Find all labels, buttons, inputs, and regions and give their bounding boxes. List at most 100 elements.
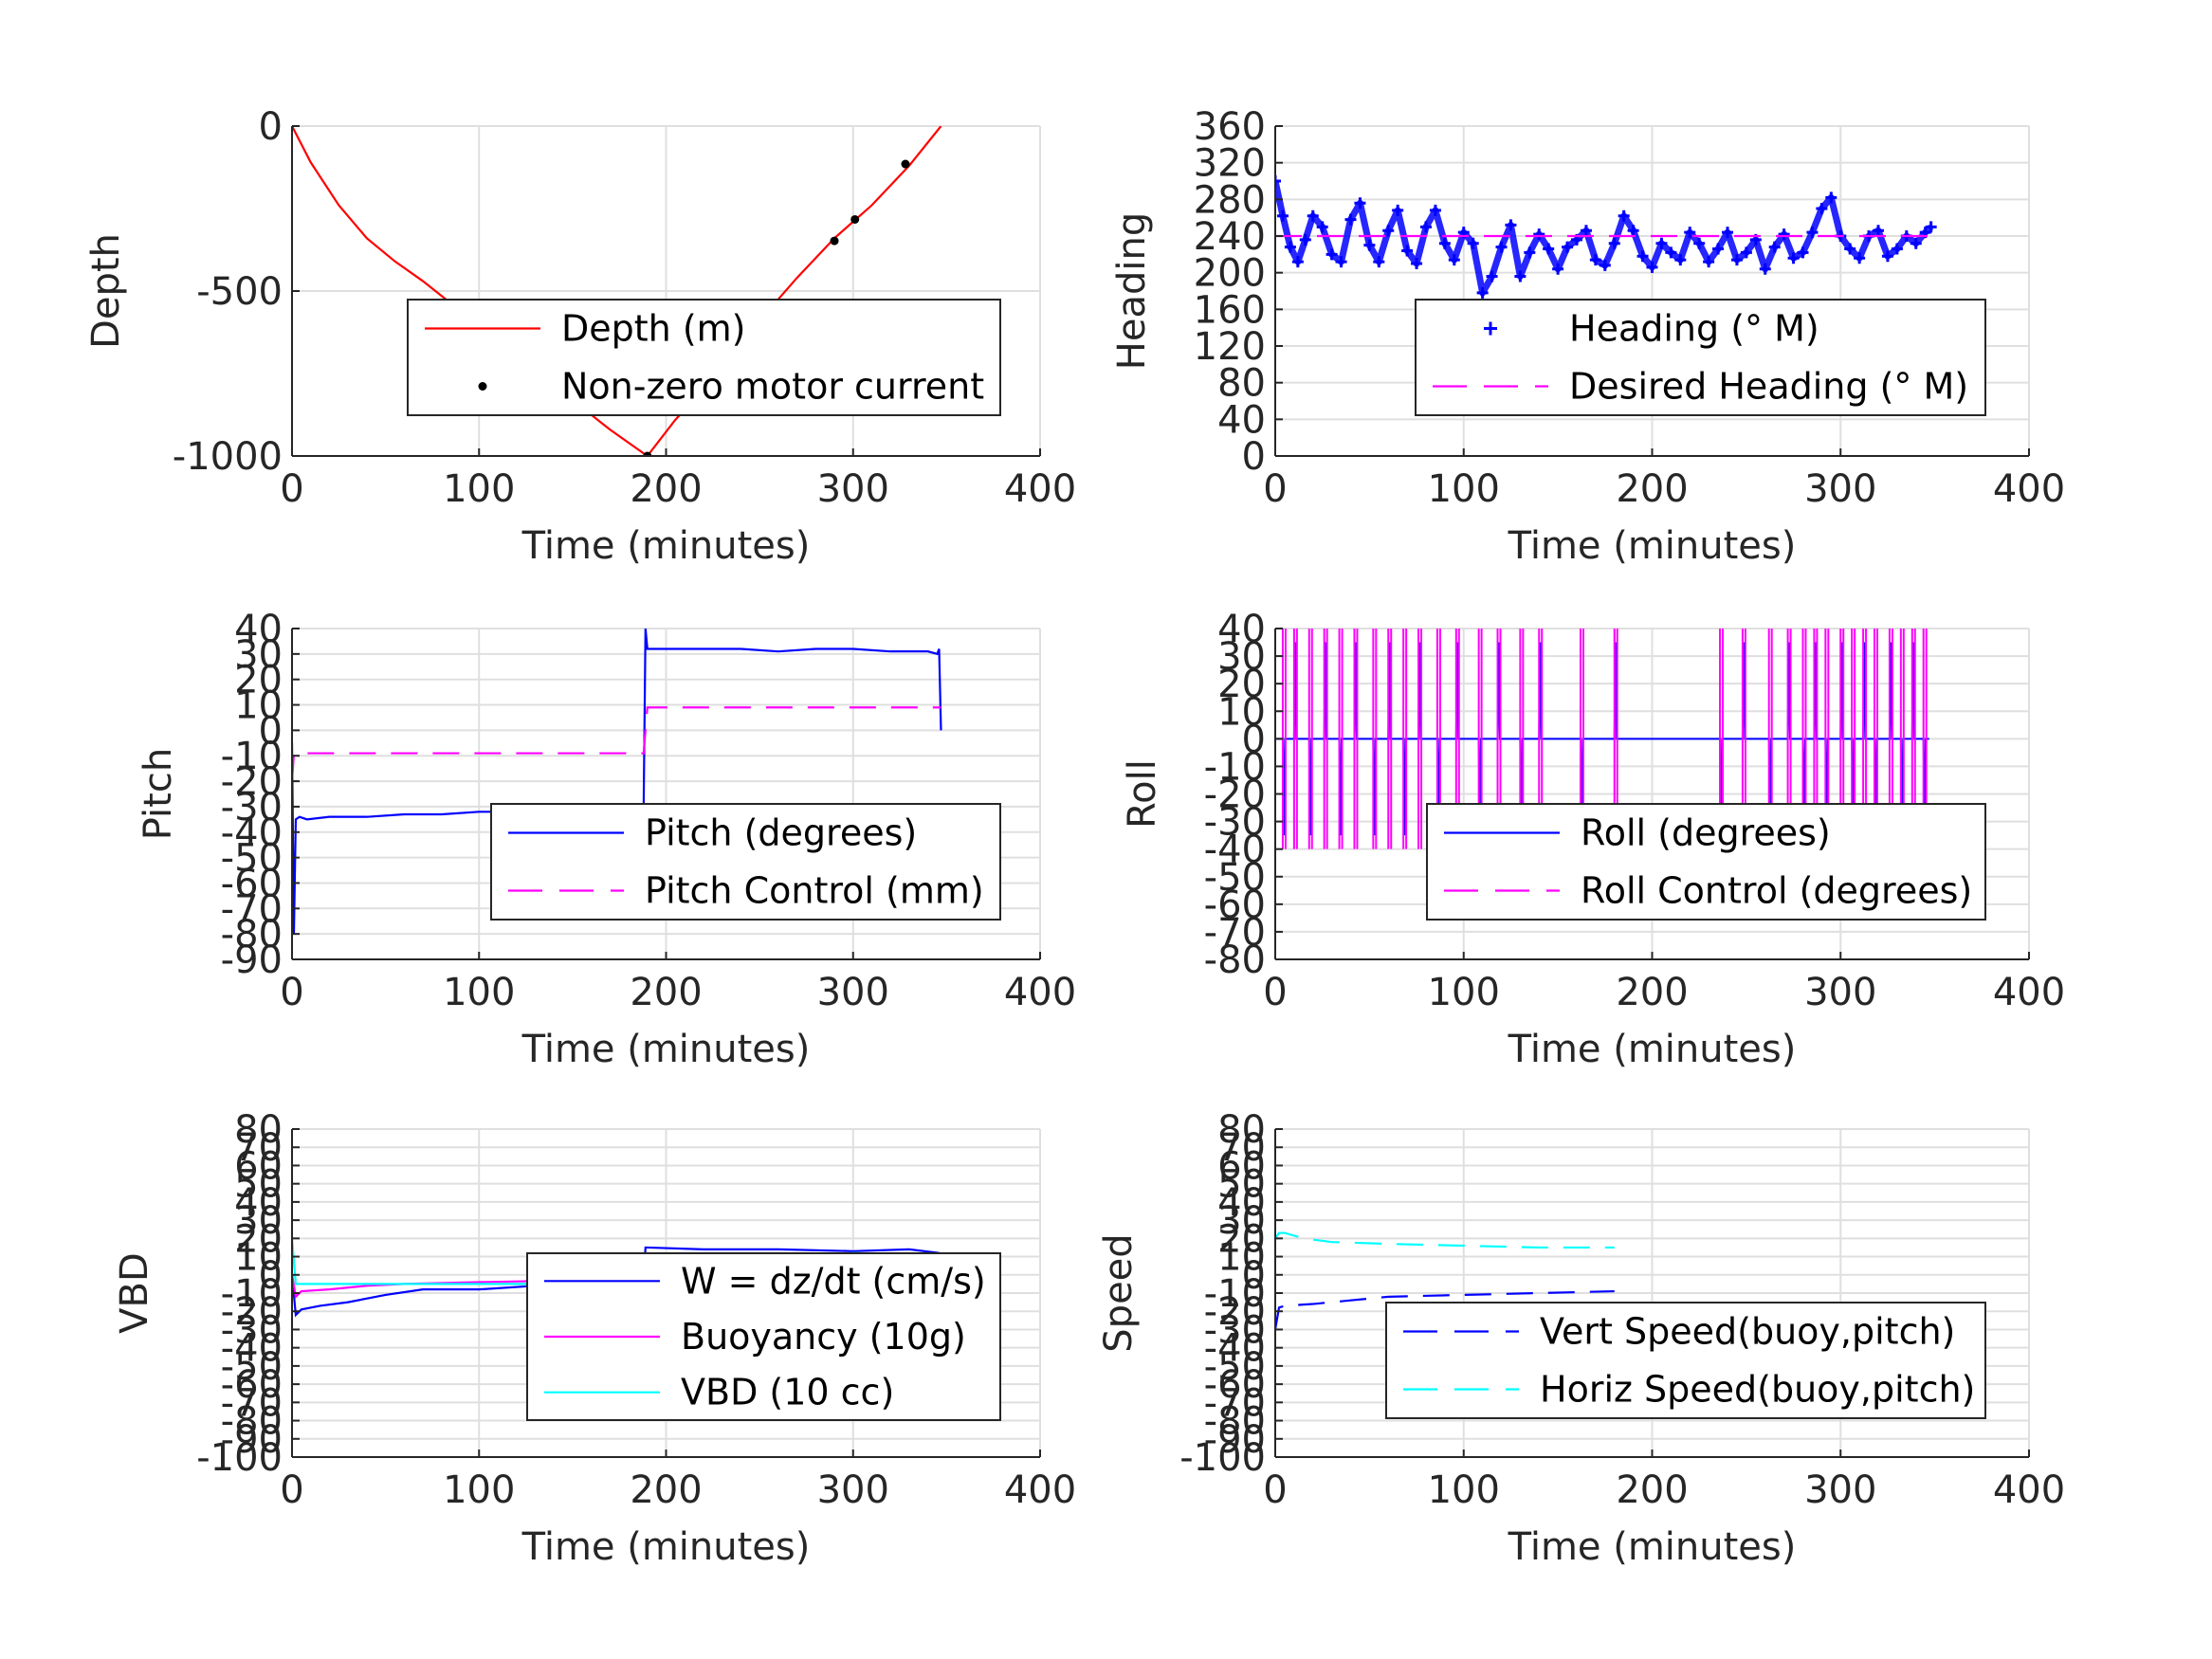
y-tick-label: -500 xyxy=(196,270,283,314)
y-tick-label: 20 xyxy=(234,1217,283,1261)
heading-chart: 0 100 200 300 40004080120160200240280320360T… xyxy=(1110,105,2065,568)
legend-label: Vert Speed(buoy,pitch) xyxy=(1540,1311,1955,1353)
y-axis-label: Pitch xyxy=(137,748,180,840)
y-tick-label: 80 xyxy=(1217,1108,1266,1152)
depth-marker xyxy=(850,214,860,224)
y-axis-label: Depth xyxy=(84,233,128,349)
x-tick-label: 200 xyxy=(630,1468,702,1512)
legend-box xyxy=(1385,1302,1986,1419)
y-tick-label: -50 xyxy=(221,837,283,881)
y-tick-label: -80 xyxy=(1204,1400,1266,1444)
y-tick-label: -80 xyxy=(1204,939,1266,982)
y-tick-label: 60 xyxy=(234,1144,283,1188)
y-tick-label: 240 xyxy=(1194,215,1266,259)
x-tick-label: 300 xyxy=(817,467,889,511)
x-tick-label: 200 xyxy=(630,467,702,511)
y-tick-label: -80 xyxy=(221,913,283,957)
y-tick-label: -40 xyxy=(1204,1327,1266,1371)
roll-chart: 0 100 200 300 400-80-70-60-50-40-30-20-10010… xyxy=(1121,608,2065,1071)
y-tick-label: -30 xyxy=(221,786,283,830)
heading-legend: Heading (° M) Desired Heading (° M) xyxy=(1415,299,1986,416)
depth-plot-area xyxy=(292,126,942,456)
y-tick-label: 30 xyxy=(234,633,283,677)
depth-series-1 xyxy=(292,126,942,456)
legend-label: Pitch Control (mm) xyxy=(645,870,984,912)
legend-label: Buoyancy (10g) xyxy=(681,1316,966,1358)
y-tick-label: 10 xyxy=(234,684,283,728)
y-tick-label: -50 xyxy=(1204,1345,1266,1389)
legend-label: Horiz Speed(buoy,pitch) xyxy=(1540,1369,1975,1411)
y-tick-label: -80 xyxy=(221,1400,283,1444)
x-tick-label: 0 xyxy=(280,1468,303,1512)
y-tick-label: -100 xyxy=(1179,1436,1266,1480)
legend-label: Roll Control (degrees) xyxy=(1581,870,1972,912)
y-tick-label: -70 xyxy=(221,1381,283,1425)
depth-marker xyxy=(901,159,910,169)
y-tick-label: 30 xyxy=(1217,1199,1266,1243)
y-tick-label: -90 xyxy=(221,1418,283,1462)
y-tick-label: 0 xyxy=(259,709,283,753)
legend-marker xyxy=(478,382,487,391)
x-tick-label: 0 xyxy=(1263,467,1287,511)
y-tick-label: -70 xyxy=(221,887,283,931)
legend-label: Non-zero motor current xyxy=(561,366,984,408)
x-tick-label: 100 xyxy=(1428,1468,1500,1512)
y-tick-label: -60 xyxy=(1204,884,1266,927)
x-axis-label: Time (minutes) xyxy=(1508,524,1797,568)
x-tick-label: 400 xyxy=(1004,1468,1076,1512)
x-tick-label: 300 xyxy=(1804,971,1876,1014)
x-tick-label: 400 xyxy=(1004,467,1076,511)
y-tick-label: -10 xyxy=(221,735,283,778)
y-tick-label: 360 xyxy=(1194,105,1266,149)
y-tick-label: 200 xyxy=(1194,252,1266,296)
heading-point xyxy=(1275,175,1281,187)
x-tick-label: 400 xyxy=(1993,467,2065,511)
y-tick-label: 0 xyxy=(259,105,283,149)
y-tick-label: -1000 xyxy=(173,435,283,479)
x-tick-label: 300 xyxy=(817,1468,889,1512)
y-tick-label: 0 xyxy=(1242,718,1266,761)
x-tick-label: 300 xyxy=(1804,467,1876,511)
y-tick-label: 60 xyxy=(1217,1144,1266,1188)
speed-chart: 0 100 200 300 400-100-90-80-70-60-50-40-30-2… xyxy=(1097,1108,2065,1569)
y-axis-label: Roll xyxy=(1121,759,1164,829)
y-tick-label: -10 xyxy=(1204,745,1266,789)
legend-box xyxy=(407,299,1001,416)
roll-legend: Roll (degrees) Roll Control (degrees) xyxy=(1426,803,1986,921)
y-tick-label: -90 xyxy=(1204,1418,1266,1462)
x-tick-label: 0 xyxy=(280,467,303,511)
x-tick-label: 200 xyxy=(1616,971,1688,1014)
y-tick-label: -90 xyxy=(221,939,283,982)
y-tick-label: -20 xyxy=(221,1290,283,1334)
depth-legend: Depth (m) Non-zero motor current xyxy=(407,299,1001,416)
x-tick-label: 0 xyxy=(1263,1468,1287,1512)
y-tick-label: -60 xyxy=(1204,1363,1266,1407)
y-tick-label: 40 xyxy=(1217,398,1266,442)
legend-label: Heading (° M) xyxy=(1569,308,1819,350)
y-tick-label: 20 xyxy=(1217,1217,1266,1261)
x-tick-label: 0 xyxy=(280,971,303,1014)
y-axis-label: Speed xyxy=(1097,1233,1141,1352)
legend-label: W = dz/dt (cm/s) xyxy=(681,1260,986,1302)
y-tick-label: -30 xyxy=(1204,1308,1266,1352)
y-tick-label: 280 xyxy=(1194,178,1266,222)
legend-box xyxy=(1415,299,1986,416)
y-tick-label: 120 xyxy=(1194,325,1266,369)
y-tick-label: 70 xyxy=(1217,1126,1266,1170)
x-tick-label: 400 xyxy=(1993,971,2065,1014)
y-tick-label: 80 xyxy=(1217,362,1266,406)
legend-marker xyxy=(1484,321,1497,336)
pitch-chart: 0 100 200 300 400-90-80-70-60-50-40-30-20-10… xyxy=(137,608,1076,1071)
y-tick-label: -100 xyxy=(196,1436,283,1480)
y-tick-label: 20 xyxy=(234,659,283,702)
y-tick-label: 30 xyxy=(234,1199,283,1243)
y-tick-label: 80 xyxy=(234,1108,283,1152)
x-axis-label: Time (minutes) xyxy=(521,524,811,568)
y-tick-label: -70 xyxy=(1204,1381,1266,1425)
vbd-legend: W = dz/dt (cm/s) Buoyancy (10g) VBD (10 cc… xyxy=(526,1252,1001,1421)
y-tick-label: -20 xyxy=(1204,1290,1266,1334)
y-tick-label: -40 xyxy=(221,811,283,855)
x-axis-label: Time (minutes) xyxy=(1508,1028,1797,1071)
y-tick-label: 40 xyxy=(234,608,283,651)
y-tick-label: -60 xyxy=(221,862,283,905)
